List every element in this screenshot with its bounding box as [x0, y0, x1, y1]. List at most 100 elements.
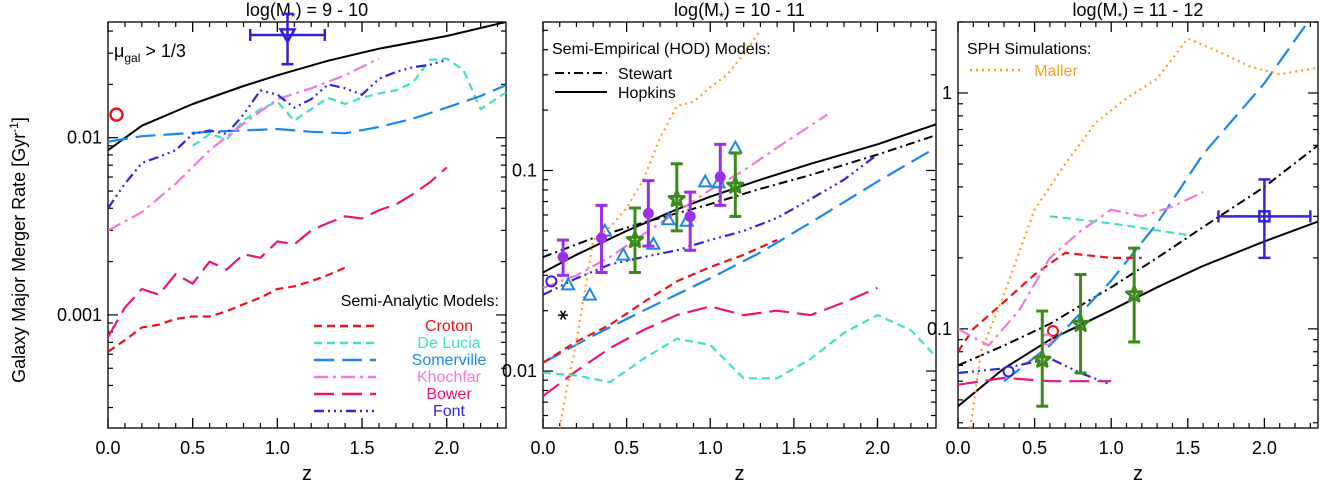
data-point-square: [1258, 210, 1271, 223]
y-tick-label: 0.1: [927, 319, 952, 339]
panel-title: log(M*) = 10 - 11: [674, 0, 805, 24]
series-group: [108, 22, 506, 353]
data-point-triangle: [560, 276, 576, 291]
series-line-hopkins: [543, 123, 936, 274]
x-tick-label: 0.5: [1022, 438, 1047, 458]
series-line-khochfar: [108, 57, 380, 232]
x-axis-label: z: [1133, 463, 1143, 485]
data-point-circle: [1002, 365, 1015, 378]
series-line-bower: [108, 166, 448, 338]
series-line-croton: [958, 251, 1142, 353]
series-line-de-lucia: [543, 314, 936, 384]
panel-title-subscript: *: [291, 10, 296, 24]
legend-title: Semi-Analytic Models:: [341, 293, 499, 310]
x-tick-label: 2.0: [1252, 438, 1277, 458]
x-tick-label: 1.0: [698, 438, 723, 458]
x-tick-label: 0.5: [180, 438, 205, 458]
panel-title-prefix: log(M: [1073, 0, 1118, 20]
data-point-triangle: [582, 286, 598, 301]
panel-title-subscript: *: [1118, 10, 1123, 24]
legend-label: Bower: [426, 386, 472, 403]
x-axis-label: z: [735, 463, 745, 485]
data-point-star: [726, 176, 745, 194]
points-group: [1002, 178, 1312, 408]
data-point-star: [1071, 314, 1090, 332]
legend: SPH Simulations: Maller: [967, 41, 1092, 80]
legend-label: Croton: [425, 318, 473, 335]
legend-title: Semi-Empirical (HOD) Models:: [552, 41, 771, 58]
data-point-triangle: [660, 211, 677, 226]
data-point-triangle: [697, 173, 713, 188]
series-line-bower: [958, 376, 1112, 386]
series-line-croton: [108, 266, 346, 353]
series-line-somerville: [1003, 22, 1310, 383]
x-tick-label: 1.5: [1175, 438, 1200, 458]
data-point-filled-circle: [596, 232, 608, 244]
series-line-somerville: [108, 84, 506, 143]
data-point-star: [1125, 284, 1144, 303]
points-group: [109, 12, 327, 122]
series-line-bower: [543, 286, 878, 397]
legend-label: Stewart: [618, 66, 673, 83]
x-tick-label: 0.0: [530, 438, 555, 458]
annotation-prefix: μ: [114, 41, 124, 61]
data-point-filled-circle: [684, 210, 696, 222]
y-tick-label: 0.001: [57, 305, 102, 325]
series-line-hopkins: [108, 22, 506, 152]
panel-title-suffix: ) = 11 - 12: [1122, 0, 1203, 20]
series-line-khochfar: [958, 191, 1204, 347]
panel-title-suffix: ) = 10 - 11: [724, 0, 805, 20]
data-point-circle: [1046, 324, 1059, 337]
data-point-star: [1033, 350, 1052, 368]
x-tick-label: 1.5: [781, 438, 806, 458]
x-tick-label: 0.0: [95, 438, 120, 458]
panel-mass-11-12: log(M*) = 11 - 12 0.0 0.5 1.0 1.5 2.0 z 0.1 1 SPH…: [927, 0, 1319, 485]
series-line-font: [108, 58, 448, 209]
legend: Semi-Empirical (HOD) Models: Stewart Hopki…: [552, 41, 771, 102]
series-line-maller: [969, 37, 1318, 428]
data-point-filled-circle: [714, 171, 726, 183]
axes-frame: [542, 21, 937, 429]
panel-title-suffix: ) = 9 - 10: [296, 0, 369, 20]
annotation-subscript: gal: [124, 51, 140, 65]
data-point-filled-circle: [642, 208, 654, 220]
series-line-croton: [543, 238, 778, 364]
mass-ratio-annotation: μgal > 1/3: [114, 41, 186, 65]
legend-label: De Lucia: [417, 335, 480, 352]
panel-title: log(M*) = 9 - 10: [246, 0, 368, 24]
panel-title-prefix: log(M: [246, 0, 291, 20]
x-tick-label: 1.5: [350, 438, 375, 458]
x-tick-label: 0.5: [614, 438, 639, 458]
data-point-triangle-down: [278, 28, 297, 45]
legend-label: Font: [433, 403, 466, 420]
data-point-triangle: [727, 139, 744, 154]
data-point-triangle: [645, 235, 662, 250]
series-line-font: [543, 153, 879, 296]
panel-mass-10-11: log(M*) = 10 - 11 0.0 0.5 1.0 1.5 2.0 z 0.01 0.1…: [502, 0, 937, 485]
series-line-de-lucia: [1049, 215, 1188, 237]
y-tick-label: 0.01: [67, 128, 102, 148]
series-group: [958, 22, 1318, 428]
data-point-triangle: [615, 246, 631, 261]
series-line-somerville: [543, 146, 936, 364]
axes-frame: [107, 21, 507, 429]
panel-title-subscript: *: [719, 10, 724, 24]
x-tick-label: 0.0: [945, 438, 970, 458]
x-tick-label: 1.0: [265, 438, 290, 458]
data-point-star: [667, 189, 686, 208]
data-point-filled-circle: [557, 251, 569, 263]
panel-title: log(M*) = 11 - 12: [1073, 0, 1204, 24]
legend-title: SPH Simulations:: [967, 41, 1092, 58]
series-line-stewart: [958, 144, 1318, 367]
y-axis-label: Galaxy Major Merger Rate [Gyr-1]: [7, 117, 29, 383]
legend-label: Somerville: [412, 352, 487, 369]
y-tick-label: 0.01: [502, 361, 537, 381]
legend-label: Khochfar: [417, 369, 482, 386]
x-tick-label: 2.0: [434, 438, 459, 458]
panel-mass-9-10: log(M*) = 9 - 10 0.0 0.5 1.0 1.5 2.0 z 0.001 0.0…: [57, 0, 507, 485]
legend-label: Maller: [1034, 63, 1078, 80]
y-tick-label: 0.1: [512, 160, 537, 180]
series-line-khochfar: [543, 113, 828, 289]
